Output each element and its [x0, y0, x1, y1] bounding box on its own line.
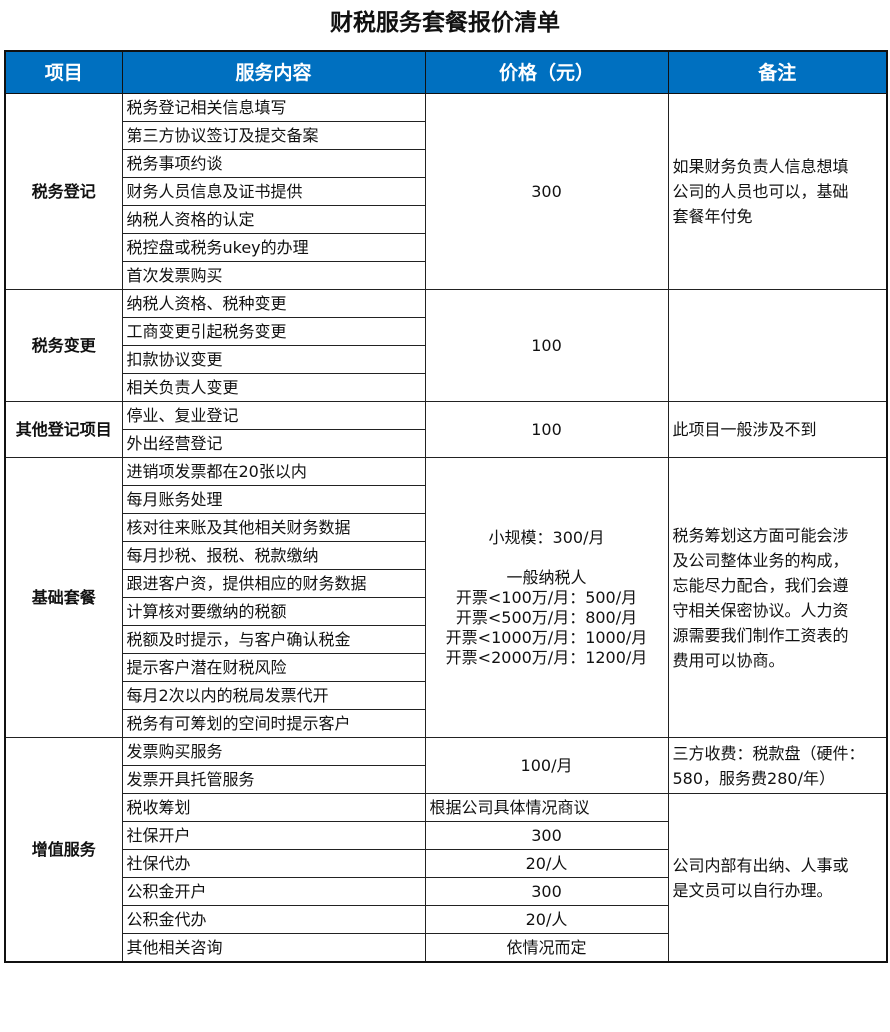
table-row: 每月账务处理	[5, 485, 887, 514]
group-name: 其他登记项目	[4, 401, 123, 458]
table-row: 计算核对要缴纳的税额	[5, 597, 887, 626]
table-row: 核对往来账及其他相关财务数据	[5, 513, 887, 542]
service-item: 提示客户潜在财税风险	[121, 653, 426, 682]
table-row: 外出经营登记	[5, 429, 887, 458]
table-row: 税额及时提示，与客户确认税金	[5, 625, 887, 654]
table-row: 税务事项约谈	[5, 149, 887, 178]
service-item: 纳税人资格的认定	[121, 205, 426, 234]
table-row: 公积金开户 300	[5, 877, 887, 906]
note-cell: 三方收费：税款盘（硬件： 580，服务费280/年）	[667, 737, 888, 794]
service-item: 税务事项约谈	[121, 149, 426, 178]
table-header-row: 项目 服务内容 价格（元） 备注	[4, 50, 888, 94]
table-row: 增值服务 发票购买服务 100/月 三方收费：税款盘（硬件： 580，服务费280/年…	[4, 737, 888, 963]
group-name: 税务变更	[4, 289, 123, 402]
price-cell: 20/人	[424, 849, 669, 878]
table-row: 基础套餐 进销项发票都在20张以内 小规模：300/月 一般纳税人 开票<100万/…	[4, 457, 888, 738]
service-item: 社保代办	[121, 849, 426, 878]
header-item: 项目	[4, 50, 123, 94]
service-item: 计算核对要缴纳的税额	[121, 597, 426, 626]
service-item: 发票开具托管服务	[121, 765, 426, 794]
price-cell: 300	[424, 821, 669, 850]
note-cell: 此项目一般涉及不到	[667, 401, 888, 458]
table-row: 纳税人资格的认定	[5, 205, 887, 234]
price-table: 项目 服务内容 价格（元） 备注 税务登记 税务登记相关信息填写 300 如果财务负责…	[4, 50, 888, 963]
table-row: 税收筹划 根据公司具体情况商议 公司内部有出纳、人事或 是文员可以自行办理。	[5, 793, 888, 963]
table-row: 社保代办 20/人	[5, 849, 887, 878]
table-row: 税控盘或税务ukey的办理	[5, 233, 887, 262]
service-item: 财务人员信息及证书提供	[121, 177, 426, 206]
price-cell: 300	[424, 93, 669, 290]
table-row: 其他相关咨询 依情况而定	[5, 933, 887, 963]
table-row: 跟进客户资，提供相应的财务数据	[5, 569, 887, 598]
table-row: 相关负责人变更	[5, 373, 887, 402]
service-item: 核对往来账及其他相关财务数据	[121, 513, 426, 542]
note-cell: 如果财务负责人信息想填 公司的人员也可以，基础 套餐年付免	[667, 93, 888, 290]
group-name: 税务登记	[4, 93, 123, 290]
service-item: 进销项发票都在20张以内	[121, 457, 426, 486]
service-item: 税收筹划	[121, 793, 426, 822]
group-name: 增值服务	[4, 737, 123, 963]
service-item: 跟进客户资，提供相应的财务数据	[121, 569, 426, 598]
service-item: 社保开户	[121, 821, 426, 850]
service-item: 其他相关咨询	[121, 933, 426, 963]
price-cell: 100	[424, 289, 669, 402]
price-cell: 小规模：300/月 一般纳税人 开票<100万/月：500/月 开票<500万/…	[424, 457, 669, 738]
note-cell	[667, 289, 888, 402]
table-row: 发票开具托管服务	[5, 765, 887, 794]
service-item: 税额及时提示，与客户确认税金	[121, 625, 426, 654]
table-row: 社保开户 300	[5, 821, 887, 850]
header-price: 价格（元）	[424, 50, 669, 94]
service-item: 停业、复业登记	[121, 401, 426, 430]
service-item: 税务有可筹划的空间时提示客户	[121, 709, 426, 738]
table-row: 首次发票购买	[5, 261, 887, 290]
header-service: 服务内容	[121, 50, 426, 94]
table-row: 公积金代办 20/人	[5, 905, 887, 934]
table-row: 第三方协议签订及提交备案	[5, 121, 887, 150]
table-row: 工商变更引起税务变更	[5, 317, 887, 346]
service-item: 公积金开户	[121, 877, 426, 906]
service-item: 第三方协议签订及提交备案	[121, 121, 426, 150]
price-cell: 依情况而定	[424, 933, 669, 963]
price-cell: 20/人	[424, 905, 669, 934]
table-row: 税务登记 税务登记相关信息填写 300 如果财务负责人信息想填 公司的人员也可以，基础…	[4, 93, 888, 290]
service-item: 每月账务处理	[121, 485, 426, 514]
table-row: 每月抄税、报税、税款缴纳	[5, 541, 887, 570]
price-cell: 100/月	[424, 737, 669, 794]
table-row: 扣款协议变更	[5, 345, 887, 374]
service-item: 纳税人资格、税种变更	[121, 289, 426, 318]
service-item: 公积金代办	[121, 905, 426, 934]
service-item: 相关负责人变更	[121, 373, 426, 402]
service-item: 发票购买服务	[121, 737, 426, 766]
note-cell: 税务筹划这方面可能会涉 及公司整体业务的构成， 忘能尽力配合，我们会遵 守相关保…	[667, 457, 888, 738]
service-item: 税务登记相关信息填写	[121, 93, 426, 122]
price-cell: 100	[424, 401, 669, 458]
service-item: 每月抄税、报税、税款缴纳	[121, 541, 426, 570]
header-note: 备注	[667, 50, 888, 94]
note-cell: 公司内部有出纳、人事或 是文员可以自行办理。	[667, 793, 888, 963]
table-row: 其他登记项目 停业、复业登记 100 此项目一般涉及不到	[4, 401, 888, 458]
table-row: 税务变更 纳税人资格、税种变更 100	[4, 289, 888, 402]
table-row: 提示客户潜在财税风险	[5, 653, 887, 682]
service-item: 外出经营登记	[121, 429, 426, 458]
page-title: 财税服务套餐报价清单	[330, 10, 560, 36]
service-item: 工商变更引起税务变更	[121, 317, 426, 346]
price-cell: 300	[424, 877, 669, 906]
group-name: 基础套餐	[4, 457, 123, 738]
service-item: 首次发票购买	[121, 261, 426, 290]
service-item: 每月2次以内的税局发票代开	[121, 681, 426, 710]
service-item: 扣款协议变更	[121, 345, 426, 374]
price-cell: 根据公司具体情况商议	[424, 793, 669, 822]
service-item: 税控盘或税务ukey的办理	[121, 233, 426, 262]
